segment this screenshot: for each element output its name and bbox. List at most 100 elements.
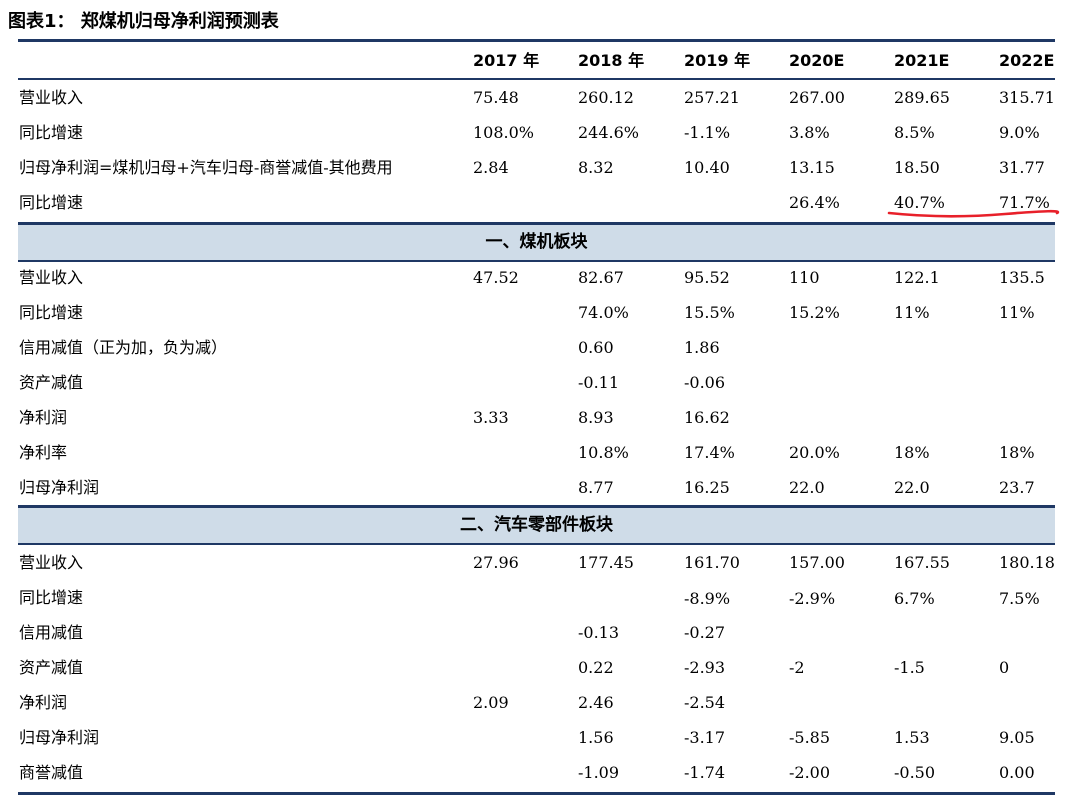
cell-value: 18.50 [894, 158, 940, 177]
cell-value: 9.05 [999, 728, 1035, 747]
table-rule [18, 78, 1055, 80]
row-label: 资产减值 [19, 658, 84, 677]
row-label: 归母净利润 [19, 728, 100, 747]
cell-value: 110 [789, 268, 820, 287]
cell-value: -5.85 [789, 728, 831, 747]
cell-value: -1.09 [578, 763, 620, 782]
row-label: 信用减值 [19, 623, 84, 642]
cell-value: -2.54 [684, 693, 726, 712]
column-header-1: 2018 年 [578, 51, 645, 70]
cell-value: 3.33 [473, 408, 509, 427]
table-rule [18, 222, 1055, 225]
cell-value: 75.48 [473, 88, 519, 107]
row-label: 营业收入 [19, 88, 84, 107]
cell-value: 9.0% [999, 123, 1040, 142]
cell-value: 8.93 [578, 408, 614, 427]
cell-value: 161.70 [684, 553, 740, 572]
cell-value: -0.11 [578, 373, 620, 392]
cell-value: -3.17 [684, 728, 726, 747]
cell-value: 74.0% [578, 303, 629, 322]
cell-value: 289.65 [894, 88, 950, 107]
cell-value: 7.5% [999, 589, 1040, 608]
cell-value: 177.45 [578, 553, 634, 572]
row-label: 归母净利润 [19, 478, 100, 497]
cell-value: 20.0% [789, 443, 840, 462]
cell-value: 16.25 [684, 478, 730, 497]
highlight-underline [887, 209, 1060, 218]
cell-value: 1.53 [894, 728, 930, 747]
row-label: 归母净利润=煤机归母+汽车归母-商誉减值-其他费用 [19, 158, 393, 177]
cell-value: -2.93 [684, 658, 726, 677]
row-label: 净利润 [19, 693, 68, 712]
cell-value: 244.6% [578, 123, 640, 142]
cell-value: 95.52 [684, 268, 730, 287]
cell-value: 1.56 [578, 728, 614, 747]
cell-value: 315.71 [999, 88, 1055, 107]
cell-value: 257.21 [684, 88, 740, 107]
table-rule [18, 792, 1055, 795]
row-label: 营业收入 [19, 268, 84, 287]
cell-value: 0 [999, 658, 1010, 677]
column-header-2: 2019 年 [684, 51, 751, 70]
cell-value: 23.7 [999, 478, 1035, 497]
cell-value: 267.00 [789, 88, 845, 107]
table-rule [18, 543, 1055, 545]
cell-value: 11% [894, 303, 930, 322]
cell-value: 71.7% [999, 193, 1050, 212]
cell-value: 47.52 [473, 268, 519, 287]
cell-value: 22.0 [789, 478, 825, 497]
cell-value: -0.06 [684, 373, 726, 392]
table-rule [18, 260, 1055, 262]
cell-value: 13.15 [789, 158, 835, 177]
cell-value: 167.55 [894, 553, 950, 572]
cell-value: 82.67 [578, 268, 624, 287]
cell-value: 17.4% [684, 443, 735, 462]
row-label: 同比增速 [19, 588, 84, 607]
cell-value: 26.4% [789, 193, 840, 212]
cell-value: 157.00 [789, 553, 845, 572]
cell-value: -2.9% [789, 589, 836, 608]
cell-value: 6.7% [894, 589, 935, 608]
row-label: 同比增速 [19, 193, 84, 212]
table-title: 图表1： 郑煤机归母净利润预测表 [8, 11, 279, 32]
row-label: 资产减值 [19, 373, 84, 392]
cell-value: -0.50 [894, 763, 936, 782]
cell-value: 108.0% [473, 123, 535, 142]
cell-value: 8.77 [578, 478, 614, 497]
cell-value: 8.5% [894, 123, 935, 142]
cell-value: 31.77 [999, 158, 1045, 177]
cell-value: 2.84 [473, 158, 509, 177]
cell-value: 18% [999, 443, 1035, 462]
row-label: 信用减值（正为加，负为减） [19, 338, 228, 357]
cell-value: 10.40 [684, 158, 730, 177]
cell-value: -2.00 [789, 763, 831, 782]
cell-value: 0.00 [999, 763, 1035, 782]
cell-value: 10.8% [578, 443, 629, 462]
cell-value: 15.2% [789, 303, 840, 322]
cell-value: 260.12 [578, 88, 634, 107]
section-band: 一、煤机板块 [18, 225, 1055, 260]
cell-value: 0.22 [578, 658, 614, 677]
row-label: 同比增速 [19, 123, 84, 142]
section-band: 二、汽车零部件板块 [18, 508, 1055, 543]
cell-value: 8.32 [578, 158, 614, 177]
cell-value: 1.86 [684, 338, 720, 357]
table-rule [18, 39, 1055, 42]
cell-value: -0.13 [578, 623, 620, 642]
row-label: 净利润 [19, 408, 68, 427]
cell-value: 180.18 [999, 553, 1055, 572]
cell-value: 40.7% [894, 193, 945, 212]
cell-value: 27.96 [473, 553, 519, 572]
cell-value: 15.5% [684, 303, 735, 322]
cell-value: 2.09 [473, 693, 509, 712]
cell-value: 2.46 [578, 693, 614, 712]
cell-value: -1.74 [684, 763, 726, 782]
cell-value: 16.62 [684, 408, 730, 427]
row-label: 营业收入 [19, 553, 84, 572]
cell-value: 3.8% [789, 123, 830, 142]
section-title: 一、煤机板块 [485, 232, 588, 252]
section-title: 二、汽车零部件板块 [460, 515, 613, 535]
column-header-5: 2022E [999, 51, 1055, 70]
column-header-0: 2017 年 [473, 51, 540, 70]
cell-value: -2 [789, 658, 805, 677]
